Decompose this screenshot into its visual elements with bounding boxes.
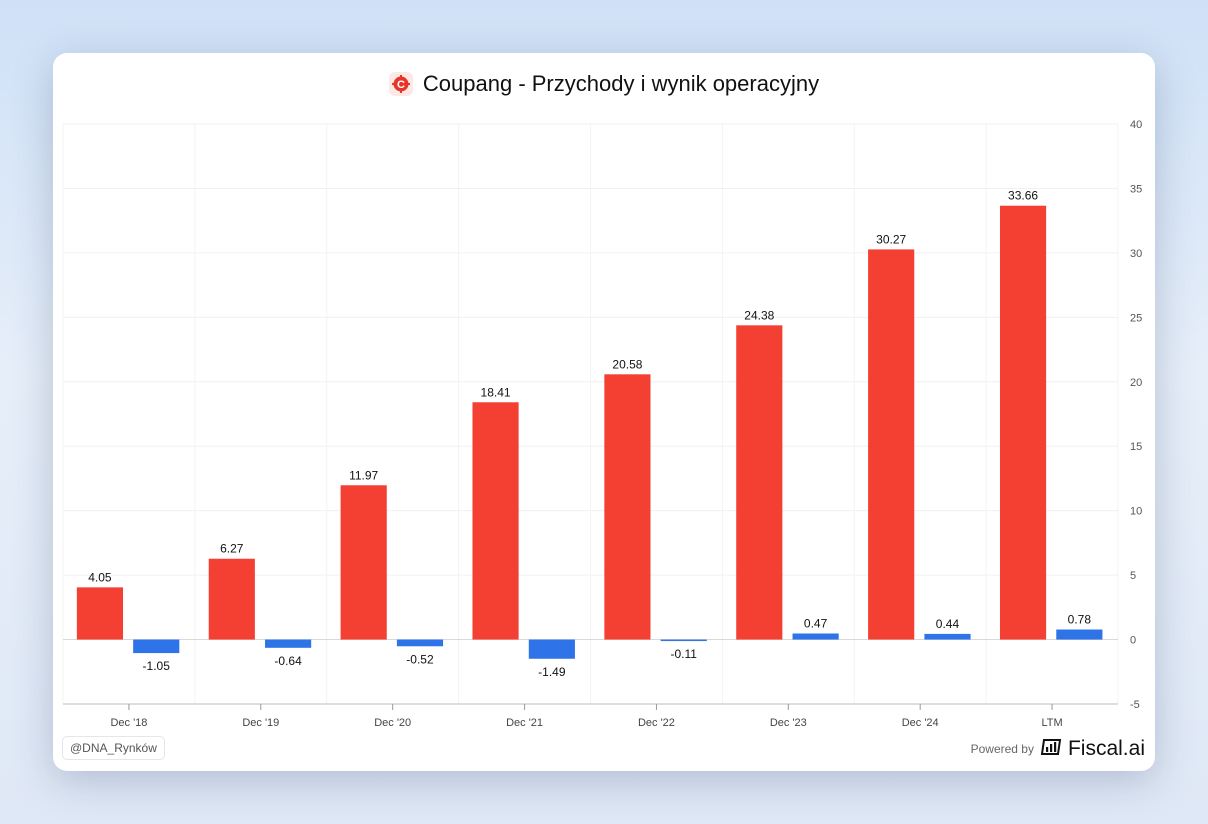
y-tick-label: 40	[1130, 119, 1142, 131]
operating-income-bar	[924, 633, 971, 640]
y-tick-label: 10	[1130, 506, 1142, 518]
data-label: -1.49	[538, 665, 566, 679]
chart-plot: -5 0 5 10 15 20 25 30 35 40 Dec '18 4.05 -1.05 Dec '1…	[62, 119, 1142, 729]
revenue-bar	[868, 249, 915, 640]
y-tick-label: 25	[1130, 312, 1142, 324]
revenue-bar	[736, 325, 783, 640]
y-tick-label: 35	[1130, 183, 1142, 195]
x-tick-label: Dec '20	[374, 717, 411, 729]
data-label: 0.47	[804, 616, 828, 630]
powered-by-label: Powered by	[970, 742, 1034, 756]
data-label: -0.52	[406, 652, 434, 666]
data-label: 24.38	[744, 308, 774, 322]
operating-income-bar	[396, 639, 444, 647]
data-label: 30.27	[876, 232, 906, 246]
data-label: 20.58	[612, 357, 642, 371]
y-tick-label: 20	[1130, 377, 1142, 389]
fiscal-ai-brand: Fiscal.ai	[1067, 737, 1145, 760]
operating-income-bar	[528, 639, 575, 659]
x-tick-label: Dec '19	[242, 717, 279, 729]
x-tick-label: Dec '18	[110, 717, 147, 729]
data-label: -1.05	[143, 659, 171, 673]
x-tick-label: Dec '23	[770, 717, 807, 729]
data-label: 18.41	[481, 385, 511, 399]
data-label: 4.05	[88, 570, 112, 584]
operating-income-bar	[133, 639, 180, 654]
y-tick-label: 5	[1130, 570, 1136, 582]
watermark-badge: @DNA_Rynków	[62, 736, 165, 760]
data-label: 6.27	[220, 542, 244, 556]
coupang-logo-icon: C	[388, 72, 413, 96]
x-tick-label: Dec '24	[902, 717, 939, 729]
y-tick-label: 0	[1130, 635, 1136, 647]
y-tick-label: 30	[1130, 248, 1142, 260]
revenue-bar	[208, 558, 255, 640]
powered-by[interactable]: Powered by Fiscal.ai	[971, 737, 1145, 761]
revenue-bar	[340, 485, 387, 640]
operating-income-bar	[265, 639, 312, 648]
data-label: 0.44	[936, 617, 960, 631]
x-tick-label: Dec '22	[638, 717, 675, 729]
chart-title: Coupang - Przychody i wynik operacyjny	[422, 71, 820, 96]
data-label: 0.78	[1068, 613, 1092, 627]
data-label: 11.97	[349, 468, 378, 482]
x-tick-label: LTM	[1041, 717, 1062, 729]
chart-card: C Coupang - Przychody i wynik operacyjny…	[53, 53, 1155, 771]
y-tick-label: -5	[1130, 699, 1140, 711]
data-label: -0.64	[274, 654, 302, 668]
data-label: -0.11	[671, 647, 698, 661]
revenue-bar	[999, 205, 1047, 640]
x-tick-label: Dec '21	[506, 717, 543, 729]
data-label: 33.66	[1008, 189, 1038, 203]
operating-income-bar	[792, 633, 839, 640]
revenue-bar	[604, 374, 651, 640]
operating-income-bar	[660, 639, 707, 642]
y-tick-label: 15	[1130, 441, 1142, 453]
svg-text:C: C	[397, 79, 405, 91]
chart-header: C Coupang - Przychody i wynik operacyjny	[53, 71, 1155, 97]
operating-income-bar	[1056, 629, 1103, 640]
revenue-bar	[76, 587, 124, 640]
fiscal-ai-logo-icon	[1040, 738, 1062, 761]
revenue-bar	[472, 402, 519, 640]
